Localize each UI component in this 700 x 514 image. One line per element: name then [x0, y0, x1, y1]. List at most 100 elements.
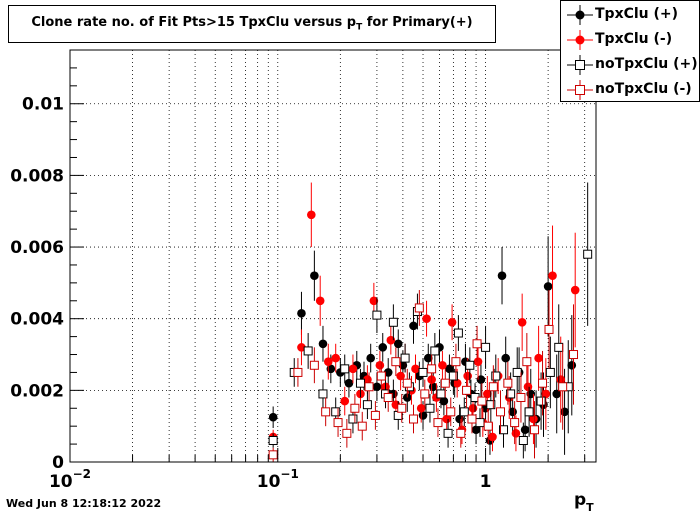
- data-point: [364, 372, 374, 402]
- marker-square: [340, 364, 350, 374]
- marker-square: [331, 407, 341, 417]
- marker-square: [333, 418, 343, 428]
- marker-square: [481, 342, 491, 352]
- marker-square: [496, 407, 506, 417]
- marker-square: [506, 389, 516, 399]
- marker-square: [391, 357, 401, 367]
- data-point: [375, 350, 385, 380]
- data-point: [541, 358, 551, 430]
- marker-circle: [348, 364, 358, 374]
- data-point: [529, 393, 538, 445]
- data-point: [344, 368, 354, 398]
- data-point: [388, 304, 398, 341]
- data-point: [545, 336, 555, 409]
- marker-circle: [383, 368, 393, 377]
- marker-circle: [396, 371, 405, 381]
- marker-square: [475, 418, 485, 428]
- data-point: [503, 361, 513, 405]
- data-point: [310, 250, 319, 301]
- marker-circle: [318, 339, 328, 349]
- data-point: [446, 397, 456, 427]
- data-point: [544, 290, 554, 369]
- marker-square: [467, 414, 477, 424]
- marker-square: [524, 407, 534, 417]
- data-point: [496, 390, 506, 434]
- marker-square: [443, 428, 453, 438]
- data-point: [476, 361, 486, 398]
- timestamp-footer: Wed Jun 8 12:18:12 2022: [6, 497, 162, 510]
- marker-circle: [344, 378, 354, 388]
- data-point: [366, 343, 375, 373]
- data-point: [307, 182, 316, 248]
- y-tick-label: 0.006: [10, 238, 64, 258]
- marker-circle: [488, 432, 497, 442]
- data-point: [452, 368, 462, 398]
- marker-circle: [366, 353, 375, 363]
- data-point: [393, 329, 403, 359]
- data-point: [425, 393, 435, 423]
- marker-square: [510, 418, 520, 428]
- marker-circle: [422, 314, 431, 323]
- data-point: [538, 350, 548, 416]
- marker-square: [518, 436, 528, 446]
- data-point: [467, 404, 477, 434]
- data-point: [321, 397, 331, 427]
- data-point: [570, 232, 580, 348]
- marker-circle: [297, 309, 306, 318]
- marker-square: [350, 403, 360, 413]
- marker-square: [303, 346, 313, 356]
- data-point: [370, 401, 380, 430]
- data-point: [318, 325, 328, 362]
- marker-circle: [428, 382, 438, 392]
- data-point: [318, 379, 328, 409]
- data-point: [362, 390, 372, 420]
- marker-square: [530, 425, 540, 435]
- data-point: [486, 386, 496, 423]
- data-point: [430, 333, 440, 369]
- data-point: [411, 354, 420, 384]
- data-point: [340, 386, 350, 416]
- marker-square: [402, 378, 412, 388]
- y-tick-label: 0.004: [10, 310, 64, 330]
- data-point: [315, 275, 325, 326]
- data-point: [443, 419, 453, 448]
- y-tick-label: 0.002: [10, 381, 64, 401]
- data-point: [440, 368, 450, 398]
- marker-circle: [520, 425, 530, 435]
- marker-square: [430, 346, 440, 356]
- marker-circle: [552, 389, 562, 399]
- plot-frame: [69, 49, 597, 463]
- marker-circle: [476, 375, 486, 384]
- data-point: [383, 383, 393, 412]
- data-point: [297, 291, 306, 335]
- marker-circle: [529, 414, 538, 424]
- data-point: [456, 419, 466, 448]
- marker-square: [388, 317, 398, 327]
- marker-square: [425, 403, 435, 413]
- marker-square: [453, 328, 463, 338]
- marker-circle: [497, 271, 507, 281]
- marker-square: [433, 418, 443, 428]
- marker-circle: [468, 403, 478, 413]
- marker-square: [477, 396, 487, 406]
- marker-square: [372, 310, 382, 320]
- marker-circle: [393, 339, 403, 349]
- data-point: [462, 372, 472, 409]
- legend-item-notpxclu-plus: noTpxClu (+): [561, 53, 700, 77]
- data-point: [453, 315, 463, 351]
- marker-circle: [511, 429, 521, 438]
- data-point: [447, 304, 457, 341]
- marker-square: [488, 382, 498, 392]
- marker-circle: [323, 357, 333, 366]
- marker-square: [268, 436, 278, 446]
- marker-square: [414, 303, 424, 313]
- marker-square: [583, 249, 593, 259]
- filled-circle-marker-icon: [567, 30, 593, 50]
- series-notpxclu: [268, 290, 579, 462]
- data-point: [433, 408, 443, 437]
- marker-square: [448, 371, 458, 381]
- marker-circle: [483, 389, 492, 399]
- data-point: [459, 397, 469, 427]
- data-point: [422, 300, 431, 337]
- data-point: [342, 419, 352, 448]
